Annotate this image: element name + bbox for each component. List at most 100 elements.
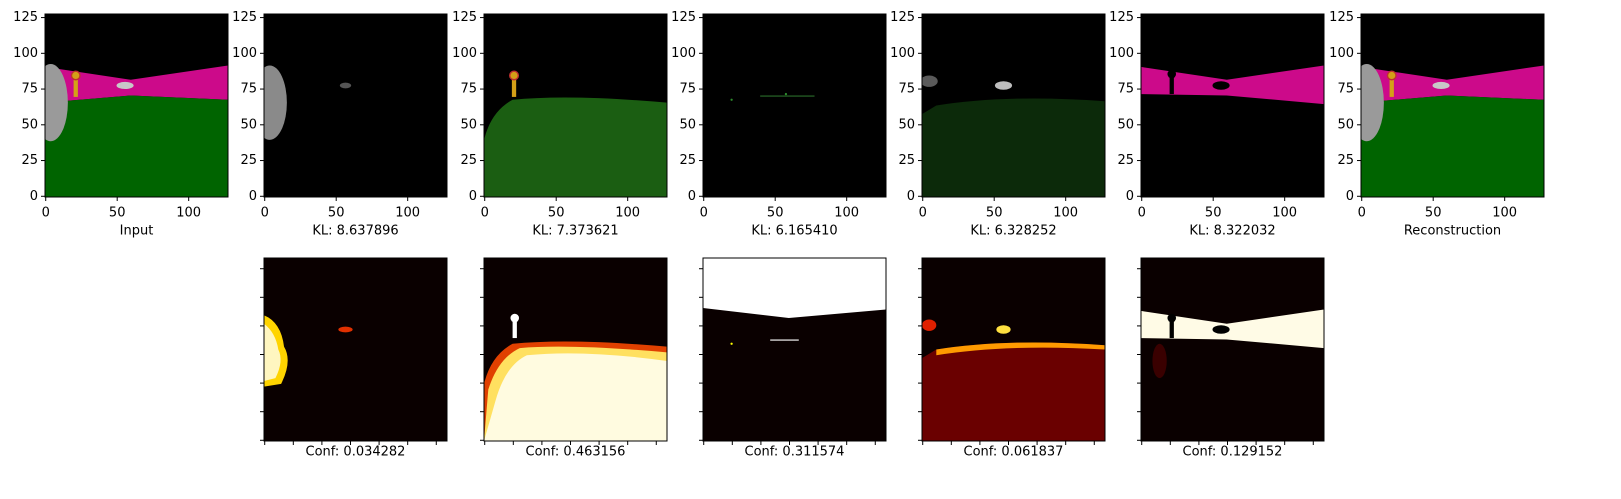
- y-tick-label: 75: [1117, 82, 1134, 97]
- key: [1169, 74, 1174, 95]
- x-tick-label: 0: [919, 206, 927, 221]
- edge: [936, 342, 1105, 356]
- y-tick-label: 125: [232, 10, 257, 25]
- y-tick-label: 50: [240, 117, 257, 132]
- image-bg: [1141, 14, 1324, 197]
- x-tick-label: 100: [1272, 206, 1297, 221]
- blob-core: [264, 323, 281, 381]
- key-head: [1386, 70, 1397, 81]
- y-tick-label: 50: [679, 117, 696, 132]
- object: [994, 81, 1013, 90]
- x-tick-label: 50: [1425, 206, 1442, 221]
- panel: Conf: 0.463156: [480, 257, 668, 460]
- panel: 0 50 100 0 25 50 75 100 125 KL: 6.165410: [671, 10, 887, 239]
- y-tick-label: 50: [21, 117, 38, 132]
- y-tick-label: 0: [249, 189, 257, 204]
- panel: 0 50 100 0 25 50 75 100 125 Input: [13, 10, 229, 239]
- panel-label: KL: 8.322032: [1189, 224, 1275, 239]
- x-tick-label: 100: [1053, 206, 1078, 221]
- x-tick-label: 100: [615, 206, 640, 221]
- y-tick-label: 0: [469, 189, 477, 204]
- region: [922, 342, 1105, 441]
- y-tick-label: 50: [898, 117, 915, 132]
- panel: 0 50 100 0 25 50 75 100 125 KL: 7.373621: [452, 10, 668, 239]
- y-tick-label: 125: [452, 10, 477, 25]
- y-tick-label: 100: [890, 46, 915, 61]
- panel: 0 50 100 0 25 50 75 100 125 KL: 6.328252: [890, 10, 1106, 239]
- panel-label: KL: 6.165410: [751, 224, 837, 239]
- image: [484, 258, 667, 441]
- y-tick-label: 0: [30, 189, 38, 204]
- panel-label: Input: [120, 224, 154, 239]
- panel-label: KL: 6.328252: [970, 224, 1056, 239]
- y-tick-label: 100: [1109, 46, 1134, 61]
- image-bg: [264, 258, 447, 441]
- y-tick-label: 25: [1337, 153, 1354, 168]
- key: [1169, 318, 1174, 339]
- dot: [730, 342, 733, 345]
- x-tick-label: 0: [1358, 206, 1366, 221]
- y-tick-label: 125: [1109, 10, 1134, 25]
- y-tick-label: 100: [671, 46, 696, 61]
- y-tick-label: 100: [452, 46, 477, 61]
- object: [996, 325, 1011, 334]
- dot: [784, 92, 788, 96]
- wall: [1361, 65, 1544, 103]
- x-tick-label: 100: [1492, 206, 1517, 221]
- object: [1432, 81, 1450, 90]
- y-tick-label: 75: [240, 82, 257, 97]
- object: [1212, 325, 1230, 334]
- y-tick-label: 125: [13, 10, 38, 25]
- frame: [702, 13, 887, 198]
- x-tick-label: 50: [767, 206, 784, 221]
- frame: [263, 13, 448, 198]
- y-tick-label: 0: [907, 189, 915, 204]
- frame: [44, 13, 229, 198]
- region-white: [484, 353, 667, 441]
- wall: [1141, 309, 1324, 349]
- floor: [922, 98, 1105, 197]
- panel: Conf: 0.129152: [1137, 257, 1325, 460]
- panel: Conf: 0.034282: [260, 257, 448, 460]
- floor: [45, 95, 228, 197]
- frame: [921, 13, 1106, 198]
- panel: 0 50 100 0 25 50 75 100 125 KL: 8.322032: [1109, 10, 1325, 239]
- y-tick-label: 0: [1346, 189, 1354, 204]
- image-bg: [703, 14, 886, 197]
- panel-label: Conf: 0.129152: [1183, 445, 1283, 460]
- y-tick-label: 75: [460, 82, 477, 97]
- frame: [263, 257, 448, 442]
- image: [484, 14, 667, 197]
- line: [770, 339, 799, 341]
- image: [922, 258, 1105, 441]
- key-head: [70, 70, 81, 81]
- key-head: [1167, 69, 1177, 79]
- y-tick-label: 100: [1329, 46, 1354, 61]
- y-tick-label: 25: [1117, 153, 1134, 168]
- image: [1141, 258, 1324, 441]
- panel: 0 50 100 0 25 50 75 100 125 KL: 8.637896: [232, 10, 448, 239]
- y-tick-label: 75: [21, 82, 38, 97]
- key-head: [509, 70, 520, 81]
- image: [264, 14, 447, 197]
- panel-label: Conf: 0.311574: [745, 445, 845, 460]
- key-head: [1167, 313, 1177, 323]
- y-tick-label: 125: [890, 10, 915, 25]
- x-tick-label: 100: [176, 206, 201, 221]
- image: [45, 14, 228, 197]
- y-tick-label: 50: [1337, 117, 1354, 132]
- face: [1361, 64, 1384, 142]
- line: [760, 95, 815, 97]
- blob: [922, 319, 937, 331]
- x-tick-label: 100: [834, 206, 859, 221]
- y-tick-label: 25: [898, 153, 915, 168]
- object: [338, 326, 353, 333]
- x-tick-label: 0: [700, 206, 708, 221]
- image: [1141, 14, 1324, 197]
- object: [116, 81, 134, 90]
- y-tick-label: 75: [898, 82, 915, 97]
- image-bg: [1141, 258, 1324, 441]
- image: [922, 14, 1105, 197]
- panel: 0 50 100 0 25 50 75 100 125 Reconstruction: [1329, 10, 1545, 239]
